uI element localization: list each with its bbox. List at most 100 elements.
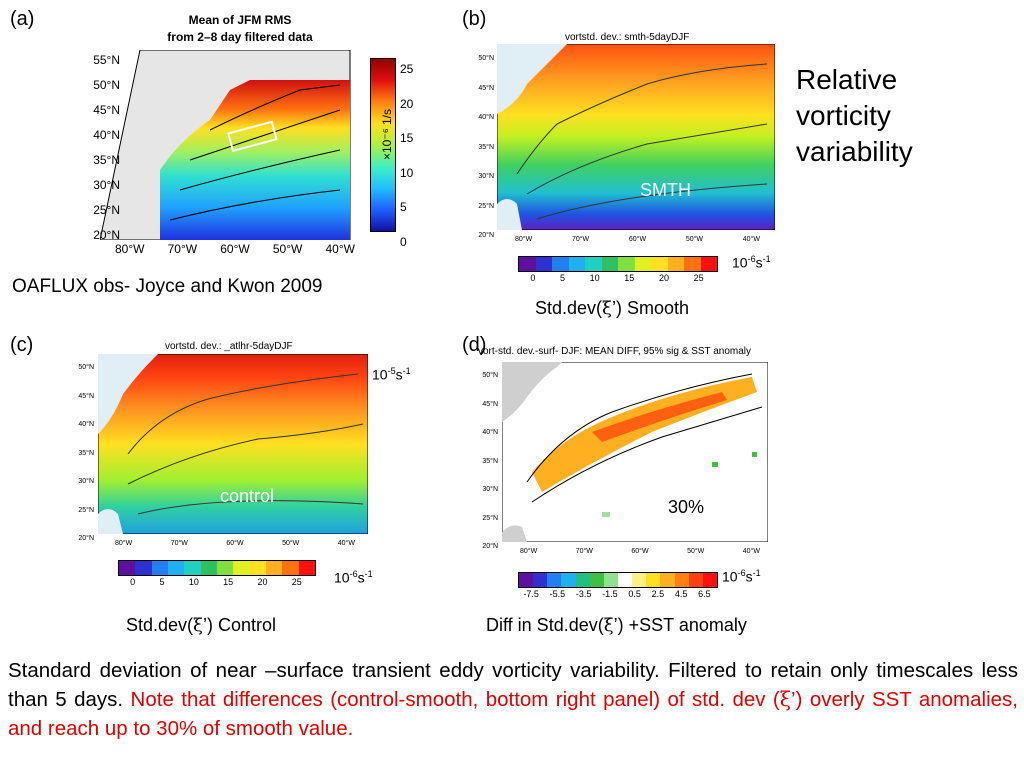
panel-c-colorbar-tick: 15: [223, 577, 234, 587]
panel-b-lat-tick: 45°N: [478, 84, 494, 92]
panel-b-colorbar-tick: 25: [693, 273, 704, 283]
panel-a-lon-tick: 80°W: [115, 242, 145, 256]
panel-d-lat-tick: 30°N: [482, 486, 498, 493]
panel-b-colorbar-tick: 20: [658, 273, 669, 283]
panel-c-lon-tick: 50°W: [282, 540, 300, 547]
panel-c-caption: Std.dev(ξ’) Control: [126, 615, 276, 636]
panel-b-map: [497, 44, 775, 230]
panel-b-colorbar-tick: 10: [589, 273, 600, 283]
panel-d-lon-tick: 60°W: [631, 548, 649, 555]
panel-a-lat-tick: 50°N: [93, 78, 120, 92]
panel-a-colorbar-tick: 25: [400, 62, 414, 76]
panel-d-caption: Diff in Std.dev(ξ’) +SST anomaly: [486, 615, 747, 636]
caption-red-text: Note that differences (control-smooth, b…: [8, 687, 1018, 740]
panel-a-lat-tick: 30°N: [93, 178, 120, 192]
panel-c-lon-tick: 40°W: [337, 540, 355, 547]
panel-c-colorbar-tick: 10: [188, 577, 199, 587]
panel-b-lat-tick: 30°N: [478, 173, 494, 180]
panel-d-map: [502, 362, 768, 542]
panel-c-lon-tick: 80°W: [115, 540, 133, 547]
panel-a-colorbar-tick: 10: [400, 165, 414, 180]
panel-c-lat-tick: 40°N: [78, 421, 94, 428]
panel-c-colorbar-tick: 20: [257, 577, 268, 587]
panel-c-lat-tick: 20°N: [78, 535, 94, 542]
panel-b-lon-tick: 50°W: [685, 236, 704, 243]
caption-black-text: Standard deviation of near –surface tran…: [8, 659, 1018, 711]
panel-c-unit: 10-6s-1: [334, 569, 373, 586]
panel-d-colorbar-tick: 4.5: [674, 589, 688, 599]
panel-a: Mean of JFM RMS from 2–8 day filtered da…: [80, 10, 450, 270]
panel-a-lon-tick: 60°W: [220, 242, 250, 256]
panel-b-lon-tick: 80°W: [515, 236, 533, 243]
panel-b-lat-tick: 40°N: [478, 114, 494, 121]
panel-d-colorbar-tick: -5.5: [549, 589, 566, 599]
panel-c-colorbar: [118, 560, 316, 576]
panel-a-caption: OAFLUX obs- Joyce and Kwon 2009: [12, 276, 323, 297]
panel-a-lat-tick: 35°N: [93, 153, 120, 167]
panel-d-lat-tick: 25°N: [482, 514, 498, 522]
panel-c-lon-tick: 70°W: [170, 540, 188, 547]
panel-d-colorbar-tick: 6.5: [698, 589, 711, 599]
panel-c-lat-tick: 45°N: [78, 392, 94, 400]
panel-d-lat-tick: 20°N: [482, 543, 498, 550]
panel-a-lon-tick: 50°W: [272, 242, 303, 256]
panel-b-lat-tick: 25°N: [478, 202, 494, 210]
panel-c-title: vortstd. dev.: _atlhr-5dayDJF: [165, 341, 293, 352]
panel-a-title-line1: Mean of JFM RMS: [188, 13, 292, 27]
panel-a-colorbar: [370, 58, 396, 232]
panel-c-lat-tick: 25°N: [78, 506, 94, 514]
panel-b-colorbar-tick: 5: [559, 273, 565, 283]
panel-b-lat-tick: 20°N: [478, 232, 494, 239]
panel-d-lat-tick: 35°N: [482, 457, 498, 465]
panel-d-colorbar-tick: -3.5: [575, 589, 592, 599]
panel-a-colorbar-unit: ×10⁻⁶ 1/s: [380, 109, 394, 160]
panel-b-lat-tick: 50°N: [478, 55, 494, 62]
panel-c-lat-tick: 30°N: [78, 478, 94, 485]
panel-b-colorbar: [518, 256, 718, 272]
panel-d-title: vort-std. dev.-surf- DJF: MEAN DIFF, 95%…: [478, 346, 752, 357]
panel-a-lat-tick: 40°N: [93, 128, 120, 142]
panel-a-lat-tick: 25°N: [93, 203, 120, 217]
panel-a-lon-tick: 40°W: [325, 242, 355, 256]
side-text: Relative vorticity variability: [796, 64, 913, 167]
panel-c-lat-tick: 50°N: [78, 364, 94, 371]
panel-b-lon-tick: 60°W: [628, 236, 647, 243]
panel-a-map: [100, 50, 351, 240]
panel-d-colorbar-tick: 2.5: [651, 589, 665, 599]
panel-a-colorbar-tick: 15: [400, 131, 414, 145]
panel-b-lat-tick: 35°N: [478, 143, 494, 151]
panel-d-lon-tick: 40°W: [742, 548, 760, 555]
panel-b-colorbar-tick: 0: [530, 273, 536, 283]
panel-b-overlay-label: SMTH: [640, 180, 691, 200]
figure-caption: Standard deviation of near –surface tran…: [8, 656, 1018, 743]
panel-a-colorbar-tick: 20: [400, 96, 414, 111]
panel-c-top-unit: 10-5s-1: [372, 366, 411, 383]
panel-d-colorbar-tick: -7.5: [523, 589, 539, 599]
panel-d-lat-tick: 45°N: [482, 400, 498, 408]
panel-d-colorbar-tick: -1.5: [602, 589, 618, 599]
panel-b-title: vortstd. dev.: smth-5dayDJF: [565, 32, 690, 43]
panel-d-lon-tick: 80°W: [520, 548, 538, 555]
panel-a-lat-tick: 45°N: [93, 103, 120, 117]
panel-c-map: [98, 354, 368, 534]
panel-a-colorbar-tick: 5: [400, 200, 407, 214]
panel-label-c: (c): [10, 334, 34, 356]
panel-c-overlay-label: control: [220, 486, 275, 506]
panel-a-lat-tick: 20°N: [93, 228, 120, 242]
panel-a-lon-tick: 70°W: [167, 242, 198, 256]
panel-b-lon-tick: 70°W: [571, 236, 590, 243]
panel-label-b: (b): [462, 8, 487, 30]
panel-label-a: (a): [10, 8, 35, 30]
panel-a-colorbar-tick: 0: [400, 234, 407, 249]
panel-c-colorbar-tick: 25: [291, 577, 302, 587]
panel-a-title-line2: from 2–8 day filtered data: [167, 30, 313, 44]
panel-c-colorbar-tick: 5: [159, 577, 165, 587]
panel-d-lon-tick: 70°W: [575, 548, 593, 555]
panel-d-lon-tick: 50°W: [687, 548, 705, 555]
panel-d-lat-tick: 40°N: [482, 429, 498, 436]
panel-d-colorbar-tick: 0.5: [628, 589, 641, 599]
panel-label-d: (d): [462, 334, 487, 356]
panel-d-unit: 10-6s-1: [722, 568, 761, 585]
panel-c-colorbar-tick: 0: [130, 577, 136, 587]
panel-b-unit: 10-6s-1: [732, 254, 771, 271]
